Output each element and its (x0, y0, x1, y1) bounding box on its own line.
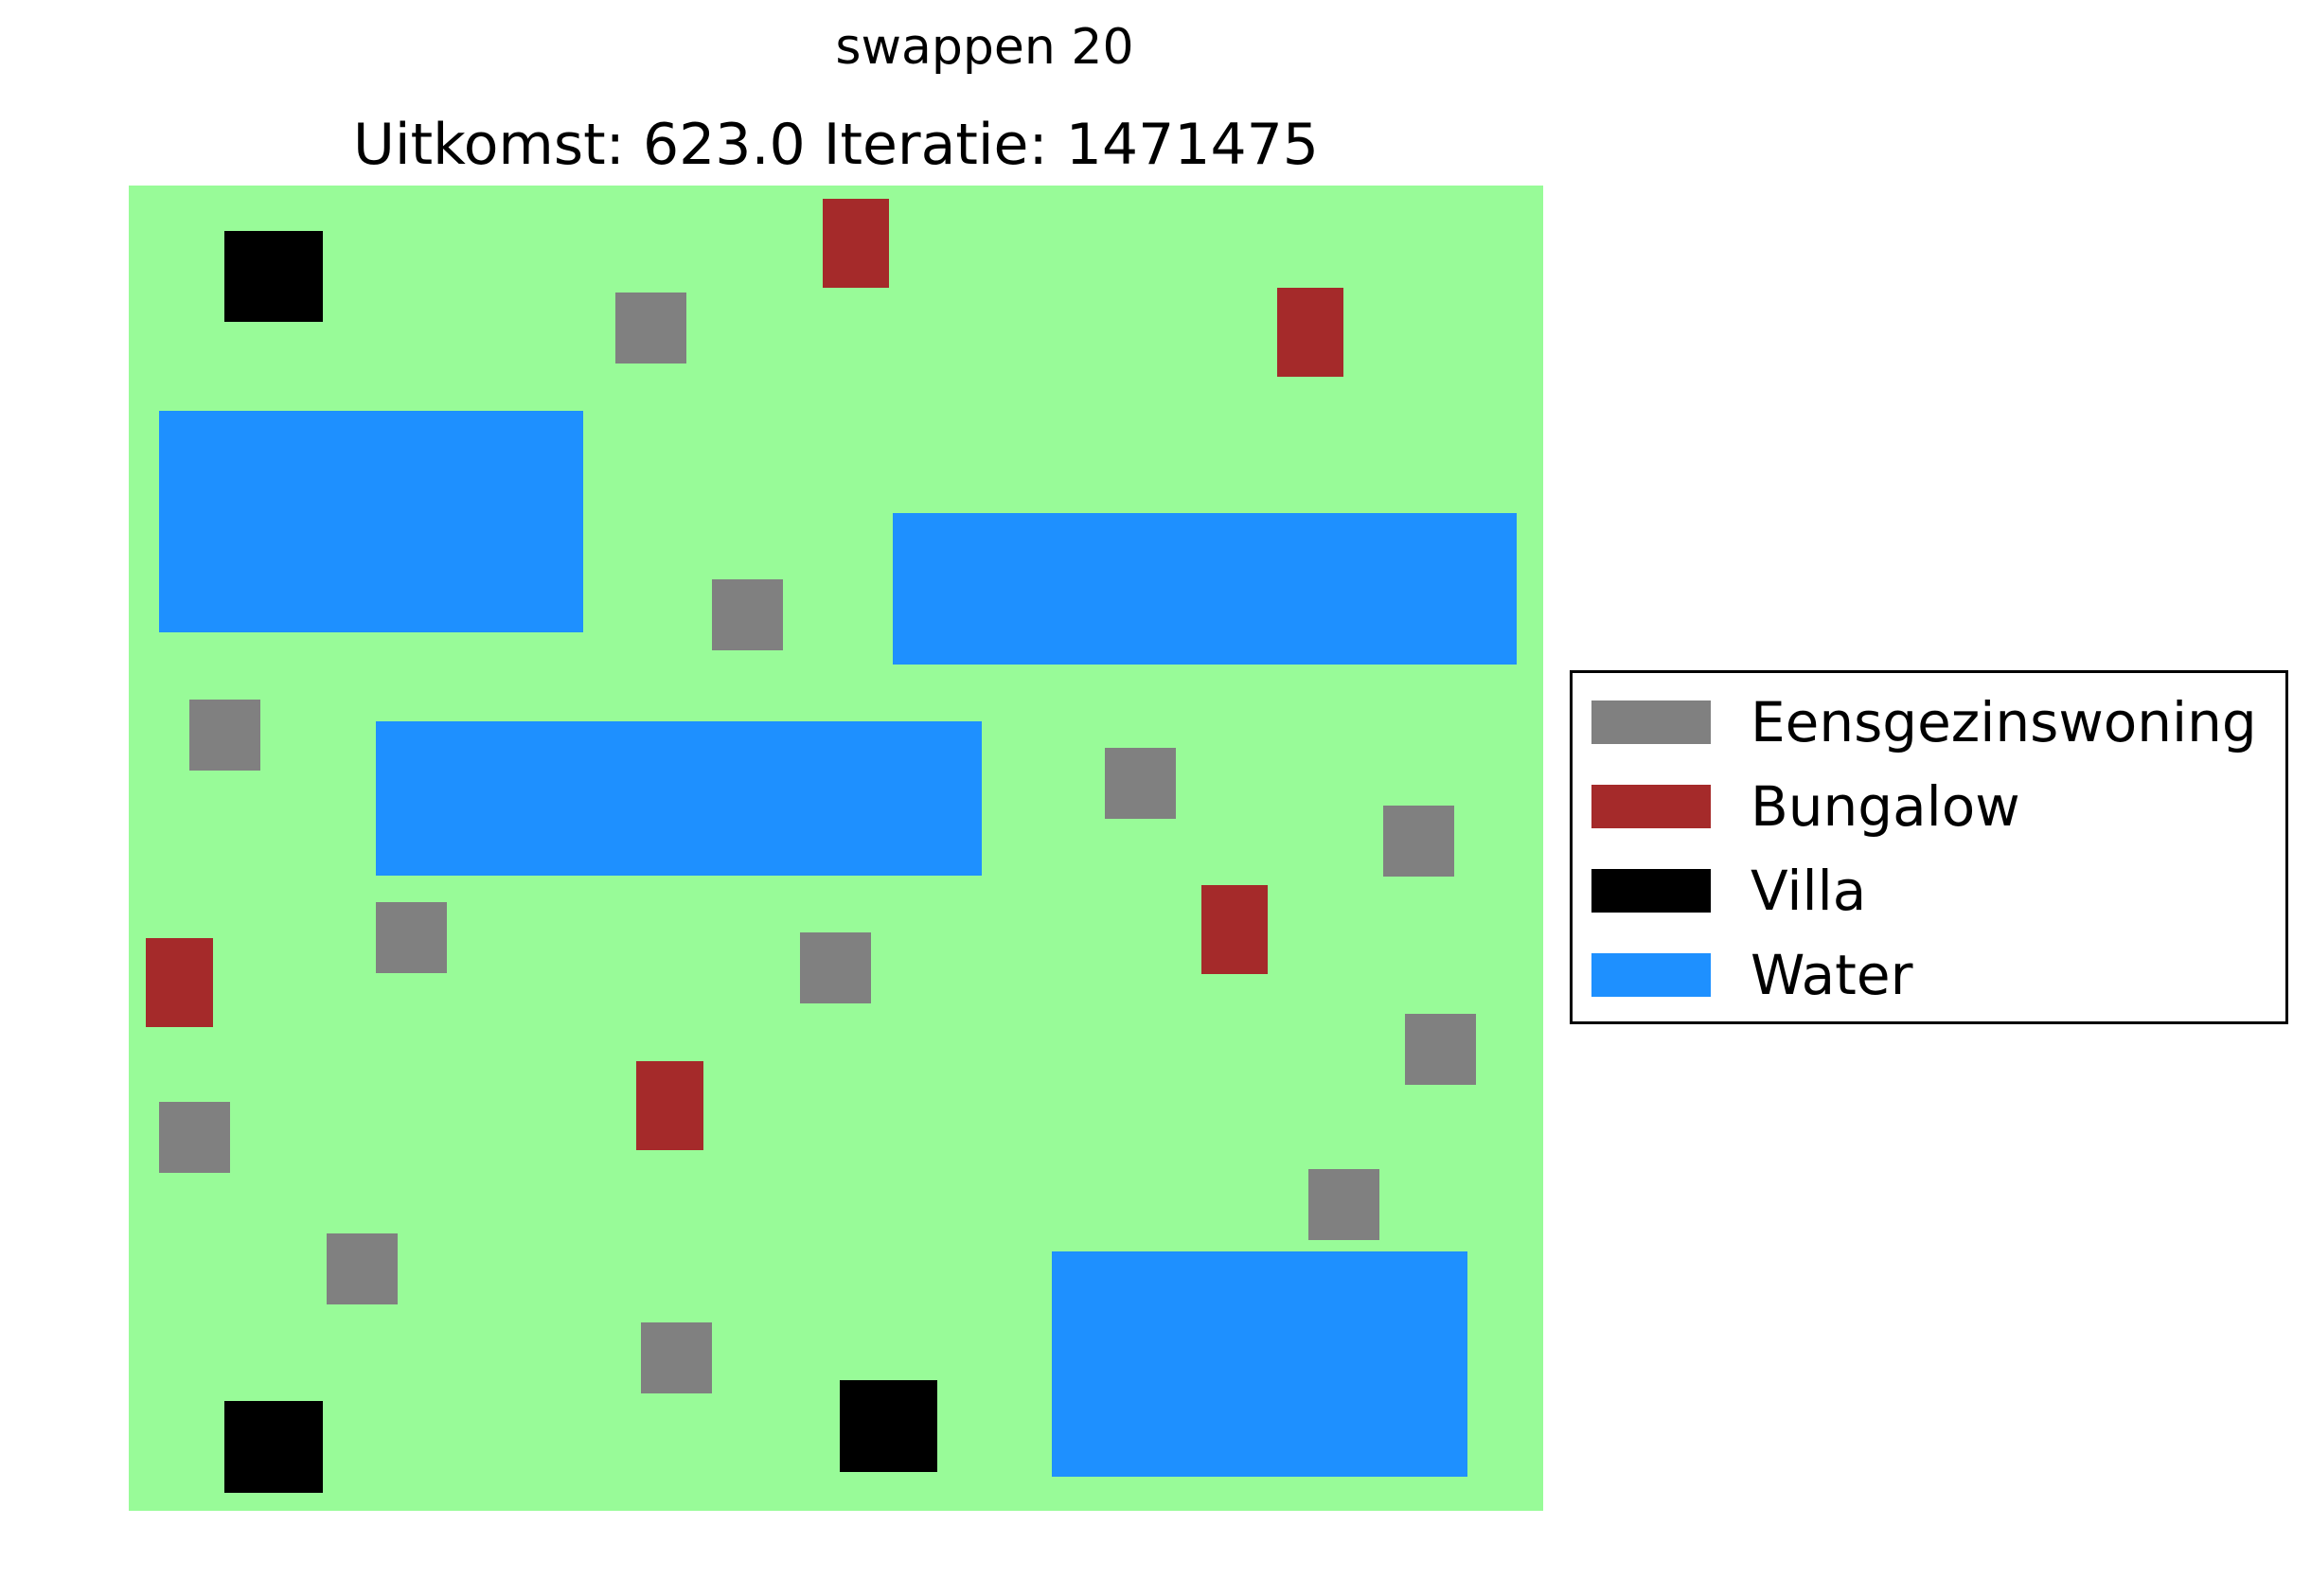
eensgezinswoning (1405, 1014, 1476, 1085)
legend-swatch-villa (1591, 869, 1711, 913)
eensgezinswoning (1105, 748, 1176, 819)
legend-item-bungalow: Bungalow (1591, 774, 2020, 839)
bungalow (146, 938, 213, 1027)
water-body (159, 411, 583, 632)
eensgezinswoning (1383, 806, 1454, 877)
legend: Eensgezinswoning Bungalow Villa Water (1570, 670, 2288, 1024)
villa (224, 1401, 323, 1493)
bungalow (1277, 288, 1343, 377)
eensgezinswoning (800, 932, 871, 1003)
water-body (1052, 1251, 1467, 1477)
eensgezinswoning (327, 1233, 398, 1304)
eensgezinswoning (641, 1322, 712, 1393)
water-body (893, 513, 1517, 665)
legend-label-villa: Villa (1751, 859, 1867, 923)
legend-swatch-water (1591, 953, 1711, 997)
eensgezinswoning (189, 700, 260, 771)
eensgezinswoning (615, 293, 686, 364)
legend-label-water: Water (1751, 943, 1913, 1007)
eensgezinswoning (712, 579, 783, 650)
plot-title: Uitkomst: 623.0 Iteratie: 1471475 (353, 112, 1319, 178)
water-body (376, 721, 982, 876)
villa (840, 1380, 937, 1472)
legend-label-bungalow: Bungalow (1751, 774, 2020, 839)
bungalow (636, 1061, 703, 1150)
eensgezinswoning (159, 1102, 230, 1173)
legend-item-water: Water (1591, 943, 1912, 1007)
legend-swatch-eensgezinswoning (1591, 700, 1711, 744)
villa (224, 231, 323, 322)
legend-item-eensgezinswoning: Eensgezinswoning (1591, 690, 2257, 754)
bungalow (823, 199, 889, 288)
eensgezinswoning (376, 902, 447, 973)
figure-suptitle: swappen 20 (835, 19, 1134, 76)
bungalow (1201, 885, 1268, 974)
legend-label-eensgezinswoning: Eensgezinswoning (1751, 690, 2257, 754)
eensgezinswoning (1308, 1169, 1379, 1240)
legend-swatch-bungalow (1591, 785, 1711, 828)
legend-item-villa: Villa (1591, 859, 1866, 923)
